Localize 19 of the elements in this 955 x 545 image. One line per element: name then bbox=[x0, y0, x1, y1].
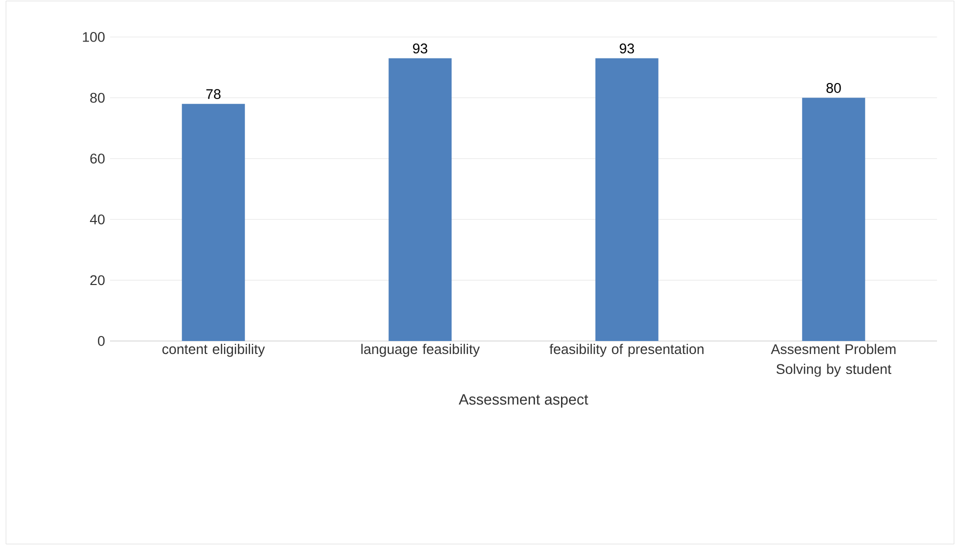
y-tick-label: 80 bbox=[90, 92, 105, 103]
data-label: 80 bbox=[826, 83, 841, 93]
x-axis-title: Assessment aspect bbox=[458, 394, 588, 408]
data-label: 93 bbox=[620, 44, 634, 54]
y-tick-label: 60 bbox=[90, 154, 105, 164]
x-tick-label: feasibility of presentation bbox=[550, 344, 704, 357]
x-tick-label: content eligibility bbox=[162, 344, 265, 357]
bar bbox=[595, 58, 658, 341]
data-label: 93 bbox=[413, 44, 428, 54]
bar bbox=[802, 98, 866, 341]
bar bbox=[182, 104, 245, 341]
y-tick-label: 40 bbox=[90, 214, 105, 224]
data-label: 78 bbox=[206, 89, 221, 100]
y-tick-label: 0 bbox=[98, 336, 105, 346]
y-tick-label: 100 bbox=[82, 32, 105, 42]
x-tick-label: language feasibility bbox=[361, 344, 480, 357]
bar bbox=[388, 58, 452, 341]
y-tick-label: 20 bbox=[90, 275, 105, 286]
x-tick-label: Assesment Problem Solving by student bbox=[770, 344, 896, 377]
